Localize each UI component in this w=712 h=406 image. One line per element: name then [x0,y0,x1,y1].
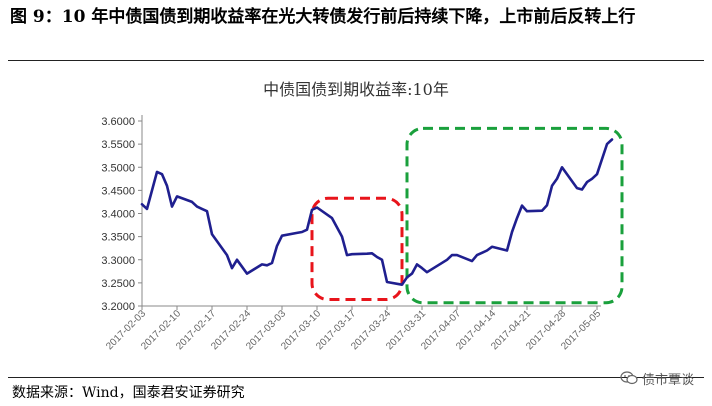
yield-line-chart: 中债国债到期收益率:10年 3.20003.25003.30003.35003.… [101,80,624,352]
green-dashed-box [405,126,624,305]
watermark: 债市覃谈 [620,368,694,388]
series [140,138,614,287]
chart-title: 中债国债到期收益率:10年 [263,80,449,99]
figure-title: 图 9：10 年中债国债到期收益率在光大转债发行前后持续下降，上市前后反转上行 [10,7,636,27]
source-rule [8,377,704,378]
wechat-icon [620,371,638,385]
axes: 3.2000 3.2500 3.3000 3.3500 3.4000 3.4500 3.50… [101,115,603,352]
y-tick-label: 3.4000 [101,209,135,221]
watermark-text: 债市覃谈 [641,372,694,388]
y-tick-label: 3.6000 [101,116,135,128]
y-tick-label: 3.3000 [101,255,135,267]
source-note: 数据来源：Wind，国泰君安证券研究 [12,385,245,401]
y-tick-label: 3.3500 [101,232,135,244]
annotation-boxes [310,126,624,305]
y-tick-label: 3.2000 [101,301,135,313]
y-tick-label: 3.5500 [101,139,135,151]
y-tick-label: 3.5000 [101,162,135,174]
title-rule [8,60,704,61]
y-tick-label: 3.4500 [101,185,135,197]
y-tick-label: 3.2500 [101,278,135,290]
yield-series-line [140,138,614,287]
red-dashed-box [310,196,404,302]
